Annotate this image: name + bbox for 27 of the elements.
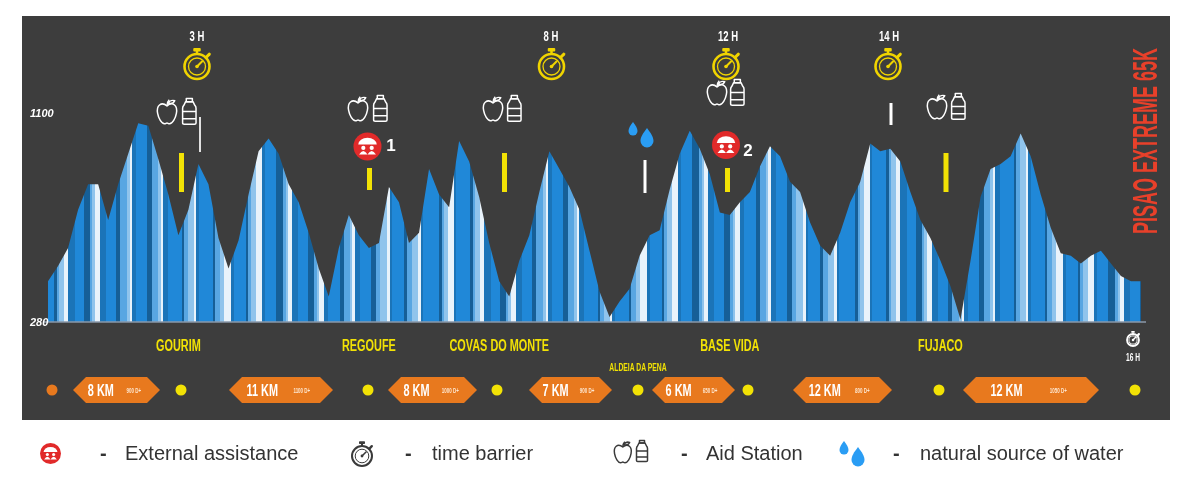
x-tick-label: REGOUFE (342, 336, 396, 355)
text: - Aid Station (681, 442, 803, 464)
text: 8 KM (403, 381, 430, 400)
text: - time barrier (405, 442, 534, 464)
text: 6 KM (665, 381, 692, 400)
text: 14 H (878, 28, 900, 45)
text: 8 KM (87, 381, 114, 400)
x-tick-label: FUJACO (918, 336, 964, 355)
text: 8 H (543, 28, 559, 45)
y-tick-label: 1100 (30, 107, 55, 119)
text: - External assistance (100, 442, 299, 464)
text: 7 KM (542, 381, 569, 400)
text: 11 KM (246, 381, 278, 400)
x-tick-label: GOURIM (156, 336, 201, 355)
x-tick-label: COVAS DO MONTE (449, 336, 549, 355)
text: 12 KM (990, 381, 1023, 400)
text: - natural source of water (893, 442, 1124, 464)
text: 16 H (1126, 351, 1140, 364)
chart-title: PISAO EXTREME 65K (1125, 47, 1165, 234)
text: 3 H (189, 28, 205, 45)
x-tick-label: BASE VIDA (700, 336, 760, 355)
text: 12 KM (808, 381, 841, 400)
text: ALDEIA DA PENA (609, 361, 667, 374)
y-tick-label: 280 (29, 316, 50, 328)
annotation: 1 (386, 136, 396, 155)
annotation: 2 (743, 141, 753, 160)
text: 12 H (717, 28, 739, 45)
